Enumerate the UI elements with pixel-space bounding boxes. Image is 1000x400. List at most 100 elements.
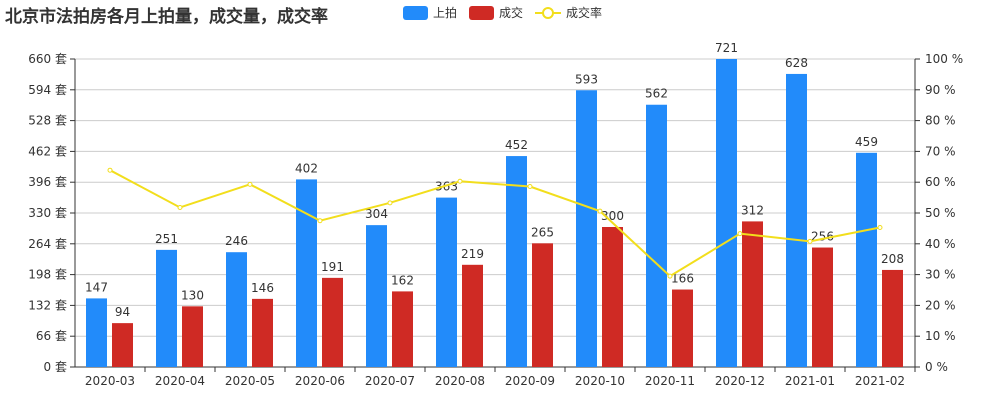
- data-label: 402: [295, 161, 318, 175]
- bar-sold: [182, 306, 203, 367]
- x-tick-label: 2020-04: [155, 374, 205, 388]
- rate-line: [109, 169, 881, 278]
- bar-sold: [112, 323, 133, 367]
- data-label: 130: [181, 288, 204, 302]
- bar-sold: [532, 243, 553, 367]
- y-left-tick-label: 396 套: [28, 175, 67, 189]
- legend-label: 上拍: [433, 6, 458, 20]
- rate-point: [877, 224, 883, 230]
- data-label: 721: [715, 41, 738, 55]
- data-label: 246: [225, 234, 248, 248]
- y-right-tick-label: 50 %: [925, 206, 956, 220]
- x-tick-label: 2020-03: [85, 374, 135, 388]
- x-tick-label: 2020-10: [575, 374, 625, 388]
- y-right-tick-label: 0 %: [925, 360, 948, 374]
- bar-listed: [576, 90, 597, 367]
- rate-point: [177, 204, 183, 210]
- bar-listed: [856, 152, 877, 367]
- data-label: 162: [391, 273, 414, 287]
- data-label: 628: [785, 56, 808, 70]
- rate-point: [107, 167, 113, 173]
- y-left-tick-label: 264 套: [28, 237, 67, 251]
- y-right-tick-label: 60 %: [925, 175, 956, 189]
- data-label: 94: [115, 305, 130, 319]
- data-label: 219: [461, 247, 484, 261]
- rate-point: [247, 181, 253, 187]
- bar-sold: [882, 269, 903, 367]
- bar-sold: [742, 221, 763, 367]
- data-label: 146: [251, 281, 274, 295]
- data-label: 459: [855, 135, 878, 149]
- bar-sold: [462, 264, 483, 367]
- chart-title: 北京市法拍房各月上拍量，成交量，成交率: [5, 7, 328, 27]
- bar-sold: [672, 289, 693, 367]
- rate-point: [667, 273, 673, 279]
- x-tick-label: 2020-12: [715, 374, 765, 388]
- y-right-tick-label: 20 %: [925, 298, 956, 312]
- data-label: 312: [741, 203, 764, 217]
- bar-listed: [156, 249, 177, 367]
- x-tick-label: 2020-11: [645, 374, 695, 388]
- bar-sold: [812, 247, 833, 367]
- legend-swatch: [469, 5, 495, 20]
- y-right-tick-label: 40 %: [925, 237, 956, 251]
- y-left-tick-label: 198 套: [28, 268, 67, 282]
- bar-listed: [366, 225, 387, 367]
- bar-sold: [392, 291, 413, 367]
- data-label: 191: [321, 260, 344, 274]
- data-label: 166: [671, 272, 694, 286]
- data-label: 300: [601, 209, 624, 223]
- rate-point: [457, 178, 463, 184]
- data-label: 363: [435, 180, 458, 194]
- x-tick-label: 2020-08: [435, 374, 485, 388]
- legend-line-icon: [535, 6, 562, 19]
- y-left-tick-label: 528 套: [28, 114, 67, 128]
- y-left-tick-label: 0 套: [44, 360, 67, 374]
- data-label: 562: [645, 87, 668, 101]
- bar-listed: [786, 73, 807, 367]
- x-tick-label: 2021-02: [855, 374, 905, 388]
- bar-listed: [296, 179, 317, 367]
- x-tick-label: 2020-06: [295, 374, 345, 388]
- y-left-tick-label: 594 套: [28, 83, 67, 97]
- bar-sold: [602, 227, 623, 367]
- x-tick-label: 2020-07: [365, 374, 415, 388]
- y-left-tick-label: 330 套: [28, 206, 67, 220]
- legend-item-rate[interactable]: 成交率: [535, 4, 602, 21]
- x-tick-label: 2021-01: [785, 374, 835, 388]
- x-tick-label: 2020-05: [225, 374, 275, 388]
- y-left-tick-label: 66 套: [36, 329, 67, 343]
- bar-listed: [716, 59, 737, 367]
- bar-listed: [506, 156, 527, 367]
- y-right-tick-label: 80 %: [925, 114, 956, 128]
- data-label: 304: [365, 207, 388, 221]
- bar-sold: [252, 298, 273, 367]
- bar-sold: [322, 277, 343, 367]
- data-label: 593: [575, 72, 598, 86]
- legend-swatch: [403, 5, 428, 20]
- legend-item-sold[interactable]: 成交: [469, 4, 523, 21]
- data-label: 452: [505, 138, 528, 152]
- bar-listed: [436, 197, 457, 367]
- legend-item-listed[interactable]: 上拍: [403, 4, 457, 21]
- data-label: 265: [531, 225, 554, 239]
- data-label: 208: [881, 252, 904, 266]
- legend-label: 成交率: [566, 6, 603, 20]
- x-tick-label: 2020-09: [505, 374, 555, 388]
- rate-point: [737, 231, 743, 237]
- data-label: 251: [155, 232, 178, 246]
- y-right-tick-label: 90 %: [925, 83, 956, 97]
- bar-listed: [646, 104, 667, 367]
- y-left-tick-label: 132 套: [28, 298, 67, 312]
- bar-listed: [226, 252, 247, 367]
- data-label: 147: [85, 280, 108, 294]
- bar-listed: [86, 298, 107, 367]
- y-right-tick-label: 100 %: [925, 52, 963, 66]
- y-right-tick-label: 30 %: [925, 268, 956, 282]
- y-right-tick-label: 70 %: [925, 144, 956, 158]
- y-left-tick-label: 462 套: [28, 144, 67, 158]
- y-right-tick-label: 10 %: [925, 329, 956, 343]
- rate-point: [527, 184, 533, 190]
